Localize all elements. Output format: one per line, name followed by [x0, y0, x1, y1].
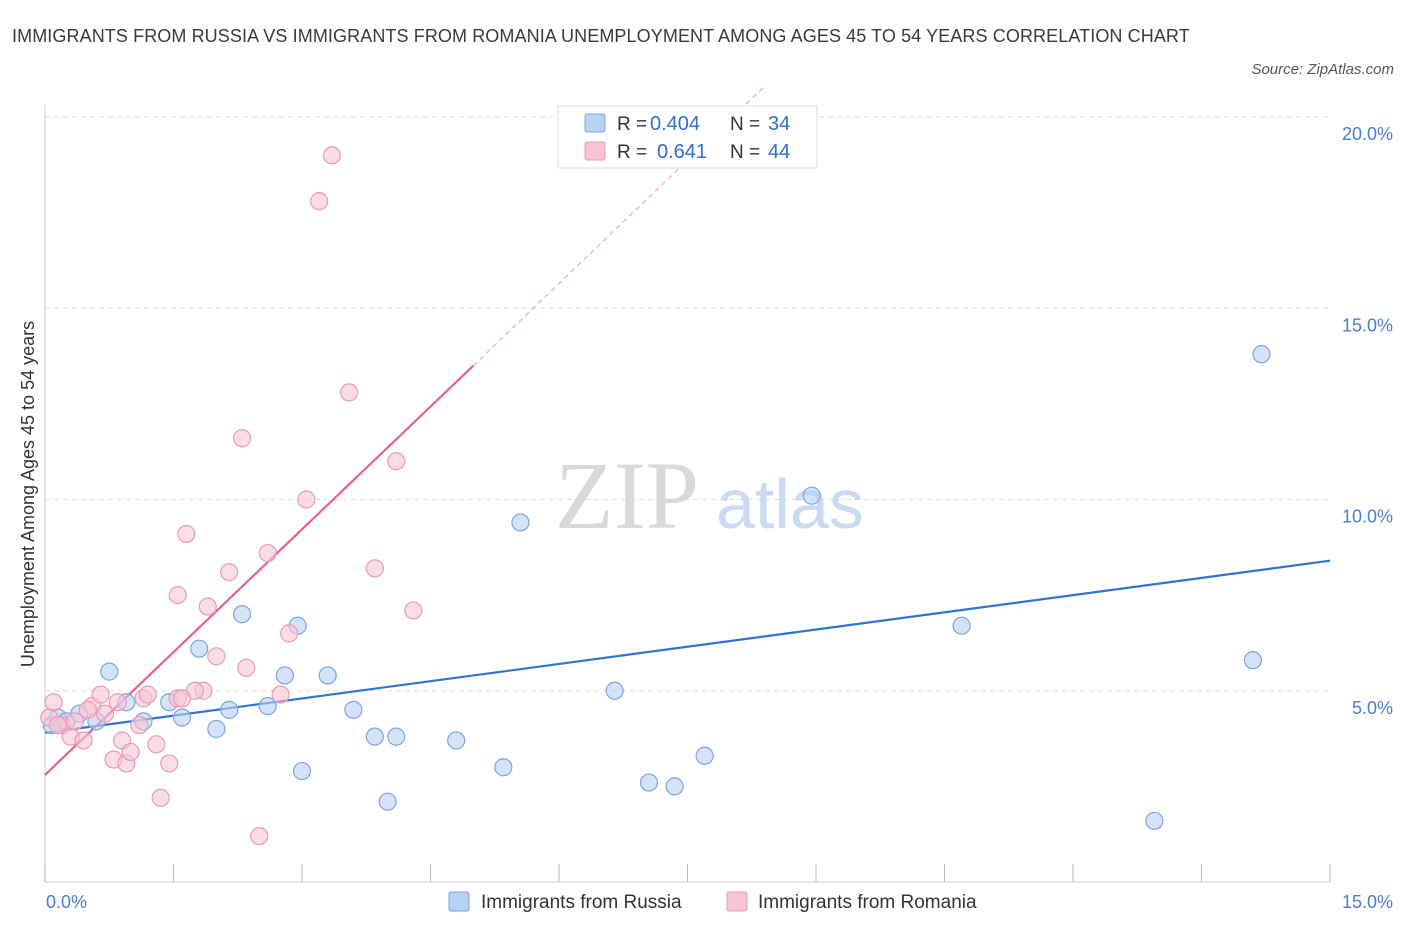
data-point-romania [48, 716, 67, 735]
chart-title: IMMIGRANTS FROM RUSSIA VS IMMIGRANTS FRO… [12, 26, 1190, 46]
legend-r-value-russia: 0.404 [650, 113, 700, 135]
data-point-romania [198, 597, 217, 616]
data-point-romania [207, 647, 226, 666]
data-point-romania [271, 685, 290, 704]
source-credit: Source: ZipAtlas.com [1251, 61, 1394, 78]
legend-swatch-russia [584, 113, 606, 133]
legend-r-label: R = [617, 114, 647, 135]
data-point-russia [190, 639, 209, 658]
data-point-romania [387, 452, 406, 471]
data-point-romania [168, 586, 187, 605]
data-point-romania [340, 383, 359, 402]
data-point-russia [494, 758, 513, 777]
data-point-romania [177, 524, 196, 544]
data-point-romania [250, 826, 269, 846]
data-points [40, 146, 1271, 846]
legend-box: R = 0.404 N = 34 R = 0.641 N = 44 [557, 105, 818, 169]
data-point-russia [207, 719, 226, 739]
data-point-russia [802, 486, 821, 505]
y-tick-label: 15.0% [1342, 315, 1393, 335]
gridlines [45, 116, 1330, 692]
data-point-russia [232, 605, 252, 624]
data-point-russia [220, 700, 239, 719]
data-point-romania [220, 563, 239, 582]
x-tick-label: 15.0% [1342, 892, 1393, 912]
legend-r-value-romania: 0.641 [657, 141, 707, 163]
watermark: ZIP atlas [555, 442, 864, 549]
data-point-romania [237, 658, 256, 677]
data-point-romania [151, 788, 170, 807]
data-point-russia [1145, 811, 1164, 830]
bottom-legend-label-romania: Immigrants from Romania [758, 892, 977, 913]
data-point-romania [232, 429, 252, 448]
data-point-romania [160, 754, 179, 773]
data-point-romania [365, 559, 384, 578]
bottom-legend-swatch-russia [448, 891, 470, 912]
watermark-atlas: atlas [716, 465, 864, 543]
data-point-romania [172, 689, 192, 708]
data-point-russia [665, 777, 684, 796]
y-tick-label: 5.0% [1352, 698, 1393, 718]
legend-n-label: N = [730, 114, 760, 135]
data-point-russia [258, 696, 277, 716]
bottom-legend: Immigrants from Russia Immigrants from R… [448, 891, 977, 913]
bottom-legend-label-russia: Immigrants from Russia [481, 892, 682, 913]
data-point-romania [121, 742, 140, 762]
watermark-zip: ZIP [555, 442, 699, 549]
data-point-russia [1252, 345, 1271, 364]
legend-n-label: N = [730, 142, 760, 163]
bottom-legend-swatch-romania [726, 891, 748, 912]
data-point-russia [344, 700, 363, 719]
tick-labels: 5.0% 10.0% 15.0% 20.0% 0.0% 15.0% [46, 124, 1393, 912]
data-point-russia [639, 773, 659, 792]
y-axis-label: Unemployment Among Ages 45 to 54 years [18, 321, 38, 667]
y-tick-label: 10.0% [1342, 507, 1393, 527]
y-tick-label: 20.0% [1342, 124, 1393, 144]
data-point-russia [447, 731, 466, 750]
data-point-romania [322, 146, 342, 165]
data-point-russia [387, 727, 406, 746]
data-point-romania [130, 716, 149, 735]
data-point-romania [138, 685, 157, 704]
data-point-russia [100, 662, 119, 681]
data-point-romania [280, 624, 299, 643]
data-point-romania [44, 693, 63, 712]
data-point-romania [108, 693, 127, 712]
data-point-russia [275, 666, 294, 685]
data-point-romania [65, 712, 85, 731]
data-point-romania [95, 704, 115, 723]
legend-r-label: R = [617, 142, 647, 163]
data-point-russia [511, 513, 530, 532]
axes [44, 105, 1331, 883]
data-point-russia [952, 616, 971, 635]
data-point-romania [297, 490, 316, 509]
data-point-russia [365, 727, 384, 746]
legend-n-value-russia: 34 [768, 113, 790, 135]
data-point-russia [172, 708, 192, 727]
data-point-romania [74, 731, 93, 750]
data-point-romania [78, 700, 97, 719]
legend-swatch-romania [584, 141, 606, 161]
data-point-russia [605, 681, 624, 700]
data-point-romania [258, 543, 277, 563]
data-point-russia [318, 666, 337, 685]
data-point-russia [695, 746, 714, 765]
data-point-russia [378, 792, 397, 811]
data-point-romania [91, 685, 110, 704]
x-tick-label: 0.0% [46, 892, 87, 912]
data-point-russia [1243, 651, 1263, 670]
data-point-russia [292, 761, 312, 781]
legend-n-value-romania: 44 [768, 141, 790, 163]
data-point-romania [310, 192, 329, 211]
data-point-romania [147, 735, 166, 754]
data-point-romania [404, 601, 423, 620]
